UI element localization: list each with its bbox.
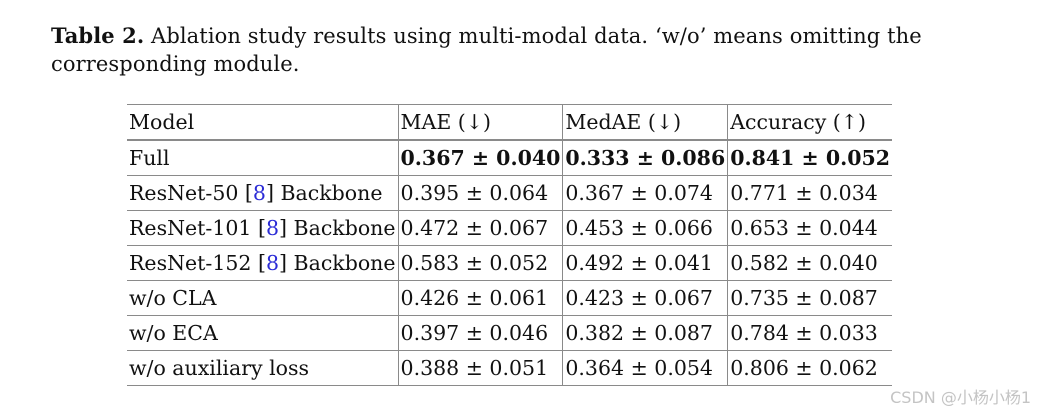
- model-cell: ResNet-101 [8] Backbone: [127, 210, 399, 246]
- model-name: ResNet-101 [: [129, 216, 266, 240]
- accuracy-cell: 0.735 ± 0.087: [727, 280, 893, 316]
- model-cell: Full: [127, 140, 399, 176]
- accuracy-cell: 0.771 ± 0.034: [727, 175, 893, 211]
- model-cell: ResNet-50 [8] Backbone: [127, 175, 399, 211]
- citation-link[interactable]: 8: [265, 216, 280, 240]
- table-header-row: Model MAE (↓) MedAE (↓) Accuracy (↑): [127, 104, 893, 141]
- model-name-suffix: ] Backbone: [279, 251, 396, 275]
- table-row: ResNet-152 [8] Backbone 0.583 ± 0.052 0.…: [127, 245, 893, 281]
- model-name: ResNet-152 [: [129, 251, 266, 275]
- mae-cell: 0.388 ± 0.051: [397, 350, 563, 386]
- table-row: ResNet-50 [8] Backbone 0.395 ± 0.064 0.3…: [127, 175, 893, 211]
- medae-cell: 0.492 ± 0.041: [562, 245, 728, 281]
- mae-cell: 0.367 ± 0.040: [397, 140, 563, 176]
- citation-link[interactable]: 8: [265, 251, 280, 275]
- medae-cell: 0.367 ± 0.074: [562, 175, 728, 211]
- accuracy-cell: 0.806 ± 0.062: [727, 350, 893, 386]
- medae-cell: 0.382 ± 0.087: [562, 315, 728, 351]
- mae-cell: 0.395 ± 0.064: [397, 175, 563, 211]
- ablation-table: Model MAE (↓) MedAE (↓) Accuracy (↑) Ful…: [127, 104, 893, 386]
- table-caption: Table 2. Ablation study results using mu…: [51, 22, 951, 78]
- header-medae: MedAE (↓): [562, 104, 728, 141]
- model-cell: w/o auxiliary loss: [127, 350, 399, 386]
- accuracy-cell: 0.841 ± 0.052: [727, 140, 893, 176]
- mae-cell: 0.397 ± 0.046: [397, 315, 563, 351]
- model-name-suffix: ] Backbone: [265, 181, 383, 205]
- accuracy-cell: 0.653 ± 0.044: [727, 210, 893, 246]
- header-model: Model: [127, 104, 399, 141]
- accuracy-cell: 0.582 ± 0.040: [727, 245, 893, 281]
- mae-cell: 0.583 ± 0.052: [397, 245, 563, 281]
- medae-cell: 0.333 ± 0.086: [562, 140, 728, 176]
- table-row: w/o auxiliary loss 0.388 ± 0.051 0.364 ±…: [127, 350, 893, 386]
- table-row: Full 0.367 ± 0.040 0.333 ± 0.086 0.841 ±…: [127, 140, 893, 176]
- model-cell: w/o ECA: [127, 315, 399, 351]
- header-mae: MAE (↓): [397, 104, 563, 141]
- mae-cell: 0.426 ± 0.061: [397, 280, 563, 316]
- model-name-suffix: ] Backbone: [279, 216, 396, 240]
- medae-cell: 0.364 ± 0.054: [562, 350, 728, 386]
- citation-link[interactable]: 8: [252, 181, 266, 205]
- caption-text: Ablation study results using multi-modal…: [51, 24, 922, 76]
- caption-label: Table 2.: [51, 23, 145, 48]
- table-row: w/o ECA 0.397 ± 0.046 0.382 ± 0.087 0.78…: [127, 315, 893, 351]
- medae-cell: 0.423 ± 0.067: [562, 280, 728, 316]
- accuracy-cell: 0.784 ± 0.033: [727, 315, 893, 351]
- header-accuracy: Accuracy (↑): [727, 104, 893, 141]
- model-name: ResNet-50 [: [129, 181, 253, 205]
- model-cell: w/o CLA: [127, 280, 399, 316]
- model-cell: ResNet-152 [8] Backbone: [127, 245, 399, 281]
- table-row: w/o CLA 0.426 ± 0.061 0.423 ± 0.067 0.73…: [127, 280, 893, 316]
- mae-cell: 0.472 ± 0.067: [397, 210, 563, 246]
- medae-cell: 0.453 ± 0.066: [562, 210, 728, 246]
- table-row: ResNet-101 [8] Backbone 0.472 ± 0.067 0.…: [127, 210, 893, 246]
- watermark: CSDN @小杨小杨1: [890, 388, 1031, 407]
